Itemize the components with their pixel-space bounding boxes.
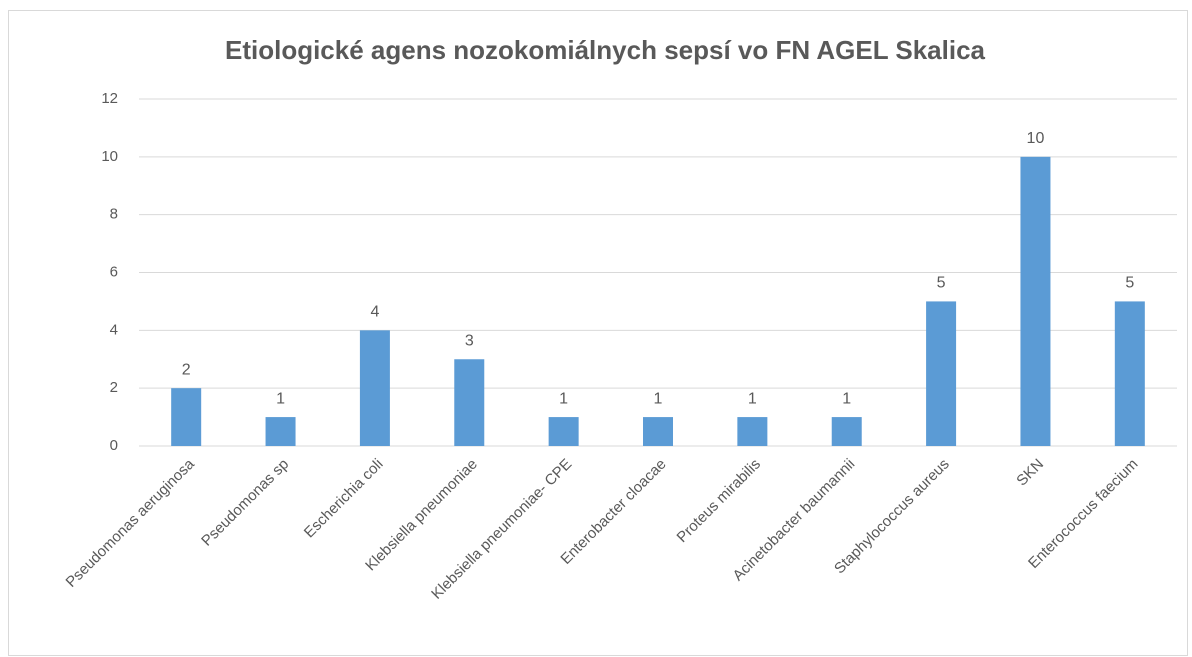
data-label: 4 (370, 304, 379, 321)
data-label: 3 (465, 332, 474, 349)
bar (737, 417, 768, 446)
bar (454, 359, 485, 446)
data-label: 2 (182, 361, 191, 378)
data-label: 10 (1027, 130, 1045, 147)
data-label: 1 (748, 390, 757, 407)
y-tick-label: 6 (110, 263, 118, 280)
y-tick-label: 2 (110, 379, 118, 396)
bar (831, 417, 862, 446)
bar (1020, 156, 1051, 447)
bar (926, 301, 957, 446)
data-label: 1 (276, 390, 285, 407)
chart-frame (8, 10, 1188, 656)
data-label: 1 (654, 390, 663, 407)
data-label: 1 (842, 390, 851, 407)
y-tick-label: 0 (110, 437, 118, 454)
chart-title: Etiologické agens nozokomiálnych sepsí v… (225, 35, 986, 65)
bar (265, 417, 296, 446)
data-label: 5 (937, 275, 946, 292)
bar (1114, 301, 1145, 446)
data-label: 1 (559, 390, 568, 407)
bar (643, 417, 673, 446)
y-tick-label: 8 (110, 206, 118, 223)
bar (548, 417, 579, 446)
y-tick-label: 4 (110, 321, 118, 338)
bar (359, 330, 390, 446)
data-label: 5 (1125, 275, 1134, 292)
y-tick-label: 10 (101, 148, 118, 165)
y-tick-label: 12 (101, 90, 118, 107)
bar (171, 388, 202, 446)
